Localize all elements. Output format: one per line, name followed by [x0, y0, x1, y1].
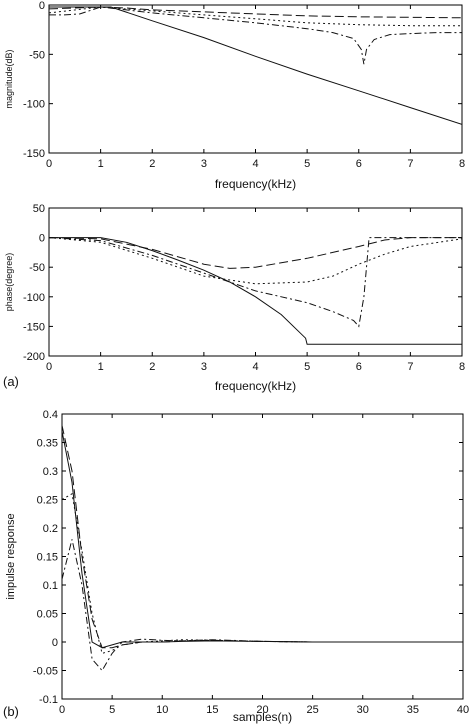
chart-impulse-response: 0 5 10 15 20 25 30 35 40 0.4 0.35 0.3 0.25 0.2 0.15 0.1… — [5, 409, 469, 724]
x-tick-label: 7 — [407, 158, 413, 170]
x-tick-label: 0 — [46, 361, 52, 373]
x-axis-label: frequency(kHz) — [215, 177, 296, 191]
panel-label-b: (b) — [3, 704, 19, 719]
y-tick-label: -150 — [23, 321, 45, 333]
x-tick-label: 6 — [356, 158, 362, 170]
y-tick-label: -0.1 — [39, 694, 58, 706]
x-tick-label: 20 — [256, 704, 268, 716]
panel-label-a: (a) — [3, 374, 19, 389]
y-tick-label: 0 — [39, 233, 45, 245]
x-tick-label: 4 — [252, 361, 258, 373]
y-tick-label: 0.25 — [37, 495, 58, 507]
y-tick-label: 0.1 — [43, 580, 58, 592]
x-tick-label: 7 — [407, 361, 413, 373]
y-tick-label: 0.35 — [37, 438, 58, 450]
y-tick-label: 0 — [39, 0, 45, 12]
x-tick-label: 2 — [149, 361, 155, 373]
y-tick-label: -200 — [23, 351, 45, 363]
axes-box — [61, 413, 464, 700]
y-axis-label: phase(degree) — [4, 253, 14, 312]
series-line-dotted — [49, 6, 462, 27]
x-tick-label: 0 — [59, 704, 65, 716]
y-tick-label: -0.05 — [33, 666, 58, 678]
axes-box — [48, 4, 463, 154]
x-tick-label: 3 — [201, 158, 207, 170]
x-tick-label: 15 — [206, 704, 218, 716]
series-line-solid — [49, 6, 462, 125]
x-tick-label: 8 — [459, 158, 465, 170]
x-tick-label: 5 — [304, 361, 310, 373]
series-line-dashdot — [49, 6, 462, 65]
series-line-dashed — [49, 237, 462, 269]
series-line-solid — [49, 237, 462, 345]
series-line-dotted — [49, 237, 462, 285]
x-axis-label: frequency(kHz) — [215, 379, 296, 393]
x-tick-label: 0 — [46, 158, 52, 170]
series-line-dashdot — [49, 237, 462, 328]
y-tick-label: -100 — [23, 292, 45, 304]
x-tick-label: 5 — [109, 704, 115, 716]
y-tick-label: -50 — [29, 262, 45, 274]
y-tick-label: 0 — [52, 637, 58, 649]
x-tick-label: 8 — [459, 361, 465, 373]
y-tick-label: 50 — [33, 203, 45, 215]
x-tick-label: 5 — [304, 158, 310, 170]
y-tick-label: 0.05 — [37, 609, 58, 621]
y-tick-label: 0.2 — [43, 523, 58, 535]
series-line-dashed — [62, 425, 463, 649]
y-tick-label: 0.15 — [37, 552, 58, 564]
chart-phase: 0 1 2 3 4 5 6 7 8 50 0 -50 -100 -150 -200 frequency(kHz… — [4, 203, 465, 393]
y-tick-label: 0.3 — [43, 466, 58, 478]
x-tick-label: 35 — [407, 704, 419, 716]
series-line-solid — [62, 431, 463, 649]
axes-box — [48, 207, 463, 357]
y-tick-label: 0.4 — [43, 409, 58, 421]
x-tick-label: 4 — [252, 158, 258, 170]
y-tick-label: -150 — [23, 148, 45, 160]
x-axis-label: samples(n) — [233, 710, 292, 724]
chart-magnitude: 0 1 2 3 4 5 6 7 8 0 -50 -100 -150 frequency(kHz) magni… — [4, 0, 465, 191]
x-tick-label: 6 — [356, 361, 362, 373]
y-tick-label: -50 — [29, 49, 45, 61]
series-line-dashdot — [62, 539, 463, 672]
series-line-dotted — [62, 493, 463, 655]
x-tick-label: 10 — [156, 704, 168, 716]
x-tick-label: 1 — [98, 158, 104, 170]
y-tick-label: -100 — [23, 99, 45, 111]
y-axis-label: magnitude(dB) — [4, 49, 14, 108]
x-tick-label: 40 — [457, 704, 469, 716]
x-tick-label: 25 — [307, 704, 319, 716]
x-tick-label: 1 — [98, 361, 104, 373]
x-tick-label: 2 — [149, 158, 155, 170]
x-tick-label: 3 — [201, 361, 207, 373]
x-tick-label: 30 — [357, 704, 369, 716]
y-axis-label: impulse response — [5, 513, 17, 599]
